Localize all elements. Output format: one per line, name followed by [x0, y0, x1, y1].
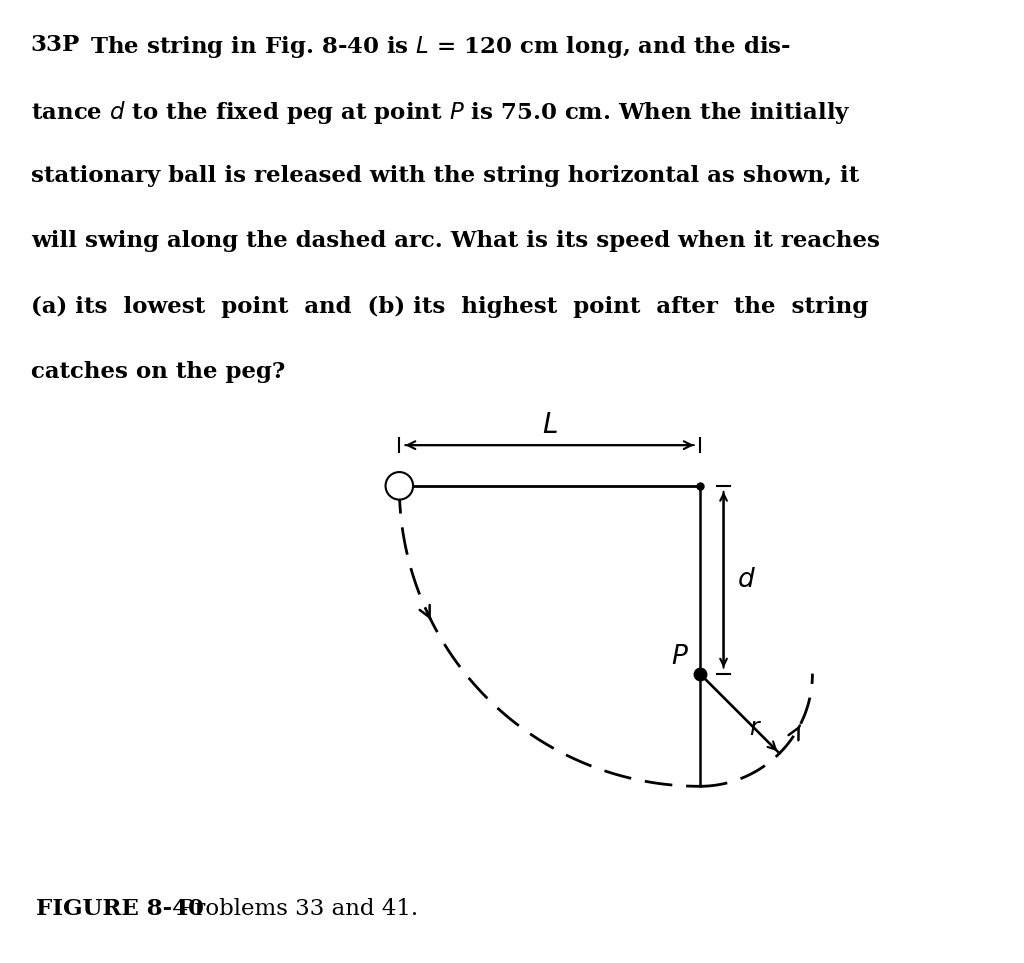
Text: catches on the peg?: catches on the peg?: [31, 361, 285, 383]
Text: FIGURE 8-40: FIGURE 8-40: [36, 898, 204, 920]
Text: Problems 33 and 41.: Problems 33 and 41.: [179, 898, 419, 920]
Text: 33P: 33P: [31, 34, 80, 56]
Text: tance $d$ to the fixed peg at point $P$ is 75.0 cm. When the initially: tance $d$ to the fixed peg at point $P$ …: [31, 99, 850, 126]
Text: $P$: $P$: [671, 643, 688, 668]
Text: will swing along the dashed arc. What is its speed when it reaches: will swing along the dashed arc. What is…: [31, 230, 880, 252]
Text: stationary ball is released with the string horizontal as shown, it: stationary ball is released with the str…: [31, 165, 859, 187]
Text: The string in Fig. 8-40 is $L$ = 120 cm long, and the dis-: The string in Fig. 8-40 is $L$ = 120 cm …: [90, 34, 791, 60]
Text: $L$: $L$: [542, 412, 557, 439]
Text: $r$: $r$: [749, 716, 762, 740]
Text: (a) its  lowest  point  and  (b) its  highest  point  after  the  string: (a) its lowest point and (b) its highest…: [31, 296, 868, 318]
Text: $d$: $d$: [737, 567, 756, 592]
Circle shape: [386, 472, 413, 500]
